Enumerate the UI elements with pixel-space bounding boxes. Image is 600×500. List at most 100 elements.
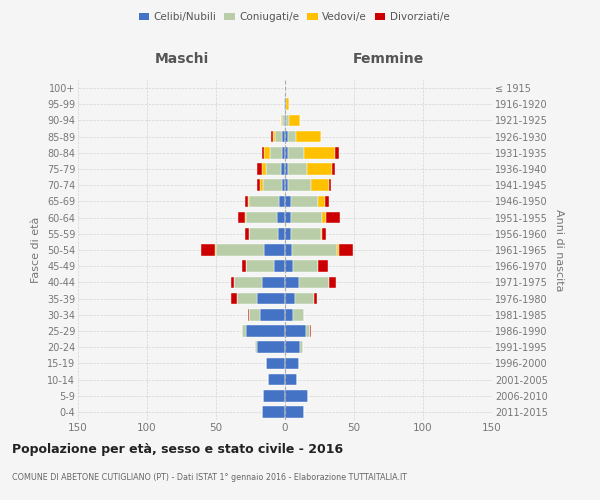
Bar [285,228,290,239]
Bar [275,131,282,142]
Bar [290,196,318,207]
Bar [262,276,285,288]
Bar [304,147,335,158]
Bar [277,212,285,224]
Bar [285,180,288,191]
Bar [329,276,336,288]
Bar [231,292,236,304]
Bar [285,244,292,256]
Bar [231,276,234,288]
Bar [242,260,247,272]
Bar [242,325,247,337]
Bar [318,260,328,272]
Bar [271,131,272,142]
Bar [290,212,322,224]
Bar [280,196,285,207]
Bar [245,196,248,207]
Bar [249,196,280,207]
Bar [257,292,285,304]
Bar [265,147,270,158]
Bar [262,147,265,158]
Bar [247,325,285,337]
Bar [335,147,339,158]
Bar [263,180,282,191]
Bar [314,292,317,304]
Bar [215,244,216,256]
Bar [295,292,314,304]
Bar [201,244,215,256]
Bar [293,309,304,320]
Bar [260,309,285,320]
Bar [318,196,325,207]
Bar [306,325,310,337]
Legend: Celibi/Nubili, Coniugati/e, Vedovi/e, Divorziati/e: Celibi/Nubili, Coniugati/e, Vedovi/e, Di… [134,8,454,26]
Bar [285,390,308,402]
Bar [238,212,245,224]
Bar [285,406,304,417]
Bar [284,114,285,126]
Bar [257,180,260,191]
Bar [293,260,318,272]
Bar [285,98,286,110]
Bar [248,309,249,320]
Bar [282,180,285,191]
Bar [272,131,275,142]
Bar [268,374,285,386]
Bar [266,163,281,175]
Bar [236,292,257,304]
Bar [260,180,263,191]
Bar [254,342,257,353]
Bar [249,309,260,320]
Bar [266,358,285,369]
Bar [270,147,282,158]
Text: Femmine: Femmine [353,52,424,66]
Bar [278,228,285,239]
Bar [247,212,277,224]
Bar [296,131,321,142]
Bar [257,163,262,175]
Bar [321,228,322,239]
Text: COMUNE DI ABETONE CUTIGLIANO (PT) - Dati ISTAT 1° gennaio 2016 - Elaborazione TU: COMUNE DI ABETONE CUTIGLIANO (PT) - Dati… [12,472,407,482]
Bar [292,244,337,256]
Bar [299,276,329,288]
Bar [285,196,290,207]
Bar [247,260,274,272]
Bar [332,163,335,175]
Bar [285,147,288,158]
Bar [285,131,288,142]
Bar [326,212,340,224]
Bar [285,325,306,337]
Bar [310,325,311,337]
Bar [339,244,353,256]
Bar [285,309,293,320]
Bar [288,147,304,158]
Bar [322,228,326,239]
Bar [285,374,298,386]
Bar [285,114,286,126]
Bar [216,244,265,256]
Bar [284,98,285,110]
Bar [300,342,303,353]
Y-axis label: Anni di nascita: Anni di nascita [554,208,565,291]
Bar [307,163,332,175]
Bar [285,358,299,369]
Bar [325,196,329,207]
Bar [285,163,288,175]
Bar [263,390,285,402]
Bar [282,131,285,142]
Bar [248,196,249,207]
Text: Popolazione per età, sesso e stato civile - 2016: Popolazione per età, sesso e stato civil… [12,442,343,456]
Bar [322,212,326,224]
Bar [285,212,290,224]
Text: Maschi: Maschi [154,52,209,66]
Bar [329,180,331,191]
Bar [288,163,307,175]
Bar [311,180,329,191]
Bar [234,276,262,288]
Bar [245,212,247,224]
Bar [281,163,285,175]
Bar [285,276,299,288]
Bar [257,342,285,353]
Bar [262,163,266,175]
Y-axis label: Fasce di età: Fasce di età [31,217,41,283]
